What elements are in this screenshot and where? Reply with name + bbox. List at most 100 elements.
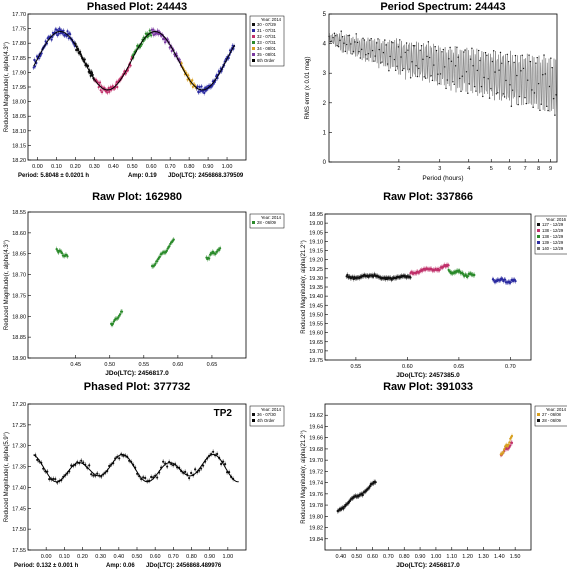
chart-title: Raw Plot: 162980 [92, 191, 182, 203]
x-tick-label: 0.30 [89, 164, 100, 170]
x-tick-label: 0.60 [146, 164, 157, 170]
x-axis-label: JDo(LTC): 2457385.0 [396, 372, 460, 379]
data-point [100, 90, 104, 94]
x-tick-label: 1.30 [478, 554, 489, 560]
y-tick-label: 19.72 [309, 469, 323, 475]
data-point [52, 477, 55, 480]
spectrum-point [435, 49, 438, 52]
data-point [33, 58, 36, 62]
y-tick-label: 18.85 [12, 335, 26, 341]
legend-marker [252, 53, 255, 56]
legend-label: 31 - 07/31 [257, 28, 277, 33]
data-point [346, 273, 349, 277]
x-tick-label: 0.65 [454, 364, 465, 370]
y-tick-label: 18.90 [12, 356, 26, 362]
data-point [200, 467, 203, 470]
y-tick-label: 3 [323, 71, 327, 77]
data-point [67, 37, 70, 40]
legend-title: Year: 2016 [546, 217, 567, 222]
chart-phased-24443: Phased Plot: 24443 Reduced Magnitude(r, a… [0, 0, 285, 190]
spectrum-point [475, 90, 477, 92]
spectrum-point [414, 45, 416, 47]
y-tick-label: 19.64 [309, 424, 323, 430]
data-point [473, 273, 476, 277]
data-point [508, 441, 511, 444]
footer-amp: Amp: 0.19 [128, 173, 157, 179]
x-tick-label: 0.65 [207, 362, 218, 368]
chart-svg: Phased Plot: 377732 Reduced Magnitude(r, … [4, 381, 285, 569]
data-point [158, 255, 161, 259]
data-point [36, 458, 39, 461]
data-point [438, 268, 441, 271]
data-point [509, 444, 512, 447]
y-tick-label: 17.75 [12, 27, 26, 33]
data-point [506, 445, 509, 448]
y-tick-label: 17.35 [12, 465, 26, 471]
data-point [144, 476, 147, 480]
x-axis-label: JDo(LTC): 2456817.0 [105, 370, 169, 377]
data-point [165, 249, 168, 252]
data-point [154, 262, 157, 265]
data-point [112, 320, 115, 323]
data-point [80, 459, 83, 462]
y-tick-label: 18.10 [12, 129, 26, 135]
x-tick-label: 1.50 [510, 554, 521, 560]
data-point [219, 247, 222, 250]
footer-period: Period: 0.132 ± 0.001 h [14, 563, 79, 569]
spectrum-point [477, 49, 480, 52]
legend-title: Year: 2014 [261, 17, 282, 22]
legend-label: 36 - 07/30 [257, 412, 277, 417]
data-point [69, 33, 72, 36]
x-tick-label: 1.00 [222, 164, 233, 170]
y-tick-label: 19.35 [309, 285, 323, 291]
chart-svg: Raw Plot: 337866 Reduced Magnitude(r, alp… [301, 191, 567, 379]
data-point [208, 257, 211, 260]
data-point [510, 434, 514, 438]
spectrum-point [423, 76, 425, 78]
y-tick-label: 19.66 [309, 436, 323, 442]
spectrum-point [554, 114, 556, 116]
data-point [117, 316, 120, 319]
data-point [60, 251, 64, 255]
data-point [492, 278, 495, 282]
y-tick-label: 19.82 [309, 526, 323, 532]
x-tick-label: 0.40 [108, 164, 119, 170]
spectrum-point [463, 51, 465, 53]
data-point [507, 447, 510, 450]
spectrum-point [460, 90, 462, 93]
fit-curve [33, 453, 239, 483]
legend-marker [537, 229, 540, 232]
x-tick-label: 0.90 [204, 554, 215, 560]
y-tick-label: 19.55 [309, 322, 323, 328]
y-tick-label: 18.15 [12, 143, 26, 149]
fit-curve [33, 30, 236, 91]
y-tick-label: 18.00 [12, 100, 26, 106]
data-point [88, 464, 91, 467]
data-point [447, 264, 450, 267]
y-tick-label: 17.20 [12, 402, 26, 408]
x-tick-label: 0.20 [70, 164, 81, 170]
x-tick-label: 5 [490, 166, 493, 172]
plot-area [324, 213, 532, 361]
chart-svg: Raw Plot: 162980 Reduced Magnitude(r, alp… [4, 191, 285, 377]
x-tick-label: 0.20 [77, 554, 88, 560]
x-tick-label: 0.70 [165, 164, 176, 170]
plot-area [324, 403, 532, 551]
spectrum-point [521, 54, 523, 57]
y-tick-label: 19.70 [309, 349, 323, 355]
x-tick-label: 0.10 [51, 164, 62, 170]
spectrum-point [431, 79, 434, 82]
legend-label: 139 - 12/29 [542, 240, 564, 245]
data-point [209, 253, 212, 256]
data-point [200, 85, 203, 88]
data-point [98, 81, 102, 84]
spectrum-point [471, 47, 473, 49]
legend-marker [252, 221, 255, 224]
y-tick-label: 18.05 [12, 114, 26, 120]
data-point [96, 472, 99, 475]
chart-title: Raw Plot: 337866 [383, 191, 473, 203]
y-tick-label: 19.05 [309, 230, 323, 236]
y-tick-label: 17.85 [12, 56, 26, 62]
data-point [190, 471, 193, 475]
y-tick-label: 19.25 [309, 267, 323, 273]
